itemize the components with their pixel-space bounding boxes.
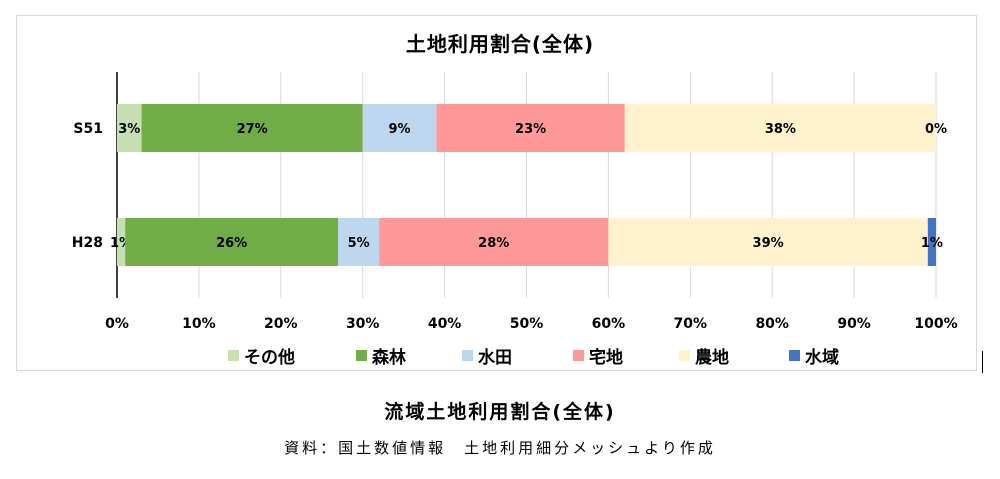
bar-segment	[608, 218, 928, 266]
legend-item: 水域	[789, 343, 839, 368]
category-label: S51	[73, 121, 103, 137]
x-tick-label: 10%	[182, 316, 216, 332]
x-tick-label: 60%	[592, 316, 626, 332]
legend-label: 水田	[478, 348, 512, 368]
data-label: 27%	[237, 122, 268, 137]
legend-label: 水域	[805, 348, 839, 368]
legend-label: 森林	[372, 348, 406, 368]
category-label: H28	[72, 235, 103, 251]
legend-item: 水田	[462, 343, 512, 368]
legend-item: 宅地	[573, 343, 623, 368]
legend-item: 農地	[679, 343, 729, 368]
chart-frame	[16, 15, 977, 371]
legend-swatch	[789, 350, 800, 361]
data-label: 38%	[765, 122, 796, 137]
x-tick-label: 30%	[346, 316, 380, 332]
bar-segment	[379, 218, 609, 266]
x-tick-label: 40%	[428, 316, 462, 332]
bar-segment	[624, 104, 936, 152]
x-tick-label: 50%	[510, 316, 544, 332]
legend-label: 宅地	[589, 348, 623, 368]
bar-segment	[927, 218, 936, 266]
data-label: 9%	[389, 122, 411, 137]
legend-swatch	[679, 350, 690, 361]
legend-swatch	[573, 350, 584, 361]
stacked-bar-plot: 0% 10% 20% 30% 40% 50% 60% 70% 80% 90% 100% S51 3% 27…	[72, 72, 958, 332]
data-label: 1%	[921, 236, 943, 251]
data-label: 28%	[478, 236, 509, 251]
bar-segment	[117, 104, 142, 152]
bar-segment	[436, 104, 625, 152]
legend-label: 農地	[695, 348, 729, 368]
legend-swatch	[462, 350, 473, 361]
x-tick-label: 70%	[674, 316, 708, 332]
data-label: 26%	[216, 236, 247, 251]
data-label: 39%	[753, 236, 784, 251]
bar-segment	[338, 218, 380, 266]
data-label: 23%	[515, 122, 546, 137]
legend-item: 森林	[356, 343, 406, 368]
data-label: 0%	[925, 122, 947, 137]
x-tick-label: 90%	[837, 316, 871, 332]
x-tick-label: 80%	[755, 316, 789, 332]
bar-segment	[141, 104, 363, 152]
data-label: 3%	[118, 122, 140, 137]
legend: その他 森林 水田 宅地 農地 水域	[0, 343, 1000, 368]
figure-caption: 流域土地利用割合(全体)	[384, 401, 616, 423]
legend-label: その他	[244, 348, 295, 368]
divider-line	[982, 351, 983, 373]
chart-title: 土地利用割合(全体)	[405, 32, 595, 56]
x-tick-label: 100%	[914, 316, 957, 332]
x-tick-label: 20%	[264, 316, 298, 332]
data-label: 5%	[348, 236, 370, 251]
legend-item: その他	[228, 343, 295, 368]
legend-swatch	[356, 350, 367, 361]
bar-segment	[125, 218, 339, 266]
x-tick-label: 0%	[105, 316, 129, 332]
source-note: 資料：国土数値情報 土地利用細分メッシュより作成	[284, 439, 716, 457]
bar-segment	[117, 218, 126, 266]
bar-segment	[362, 104, 437, 152]
legend-swatch	[228, 350, 239, 361]
